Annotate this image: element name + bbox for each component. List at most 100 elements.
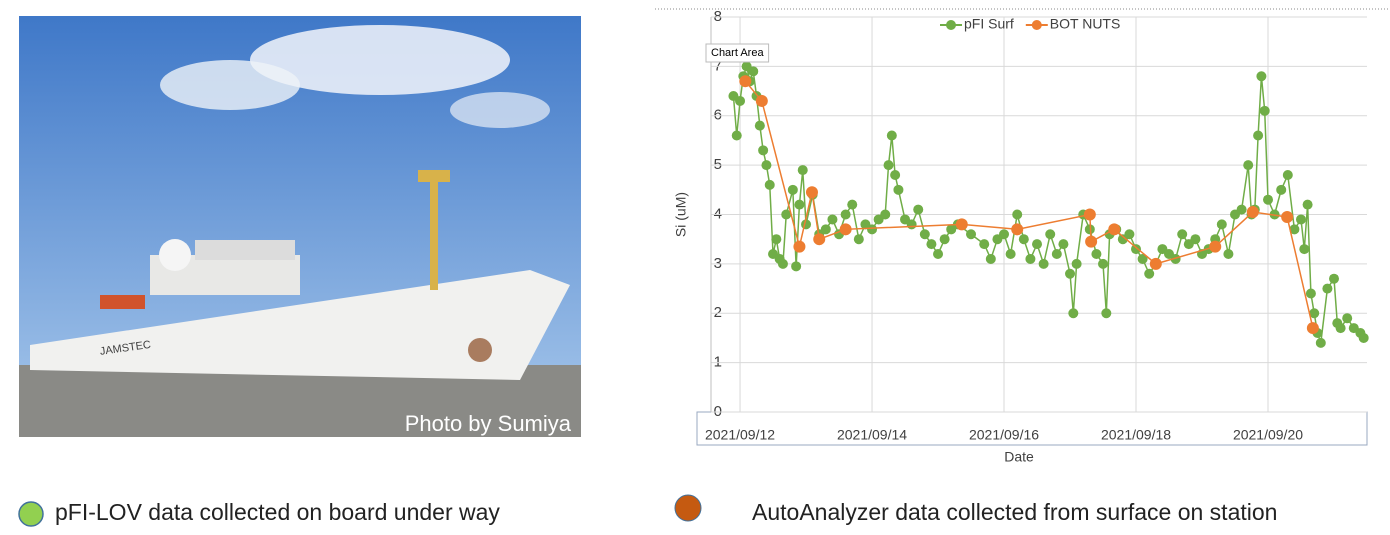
data-point bbox=[839, 223, 852, 236]
data-point bbox=[1065, 268, 1076, 279]
data-point bbox=[787, 184, 798, 195]
photo-caption: Photo by Sumiya bbox=[405, 411, 572, 436]
data-point bbox=[919, 229, 930, 240]
data-point bbox=[755, 94, 768, 107]
data-point bbox=[1259, 105, 1270, 116]
series-line bbox=[744, 80, 1314, 329]
data-point bbox=[979, 239, 990, 250]
data-point bbox=[1005, 249, 1016, 259]
data-point bbox=[764, 179, 775, 190]
data-point bbox=[966, 229, 977, 240]
data-point bbox=[1108, 223, 1121, 236]
footnote: pFI-LOV data collected on board under wa… bbox=[55, 499, 500, 525]
data-point bbox=[761, 160, 772, 171]
data-point bbox=[1131, 244, 1142, 255]
data-point bbox=[797, 165, 808, 176]
data-point bbox=[1177, 229, 1188, 240]
data-point bbox=[1329, 273, 1340, 284]
data-point bbox=[1098, 258, 1109, 269]
data-point bbox=[890, 170, 901, 180]
data-point bbox=[781, 209, 792, 220]
y-axis-label: Si (uM) bbox=[673, 192, 689, 237]
legend-marker bbox=[946, 20, 956, 30]
legend-label: pFI Surf bbox=[964, 16, 1014, 32]
data-point bbox=[933, 249, 944, 259]
data-point bbox=[883, 160, 894, 171]
data-point bbox=[1101, 308, 1112, 319]
data-point bbox=[1236, 204, 1247, 215]
data-point bbox=[1149, 257, 1162, 270]
data-point bbox=[1309, 308, 1320, 319]
data-point bbox=[827, 214, 838, 225]
y-tick-label: 7 bbox=[714, 57, 722, 74]
annotation-box bbox=[705, 43, 770, 63]
data-point bbox=[1051, 249, 1062, 259]
data-point bbox=[840, 209, 851, 220]
data-point bbox=[1315, 337, 1326, 348]
x-tick-label: 2021/09/20 bbox=[1233, 427, 1303, 443]
data-point bbox=[1083, 208, 1096, 221]
x-tick-label: 2021/09/12 bbox=[705, 427, 775, 443]
x-tick-label: 2021/09/16 bbox=[969, 427, 1039, 443]
data-point bbox=[1058, 239, 1069, 250]
data-point bbox=[985, 253, 996, 264]
data-point bbox=[939, 234, 950, 245]
y-tick-label: 2 bbox=[714, 304, 722, 321]
data-point bbox=[777, 258, 788, 269]
data-point bbox=[1091, 249, 1102, 259]
data-point bbox=[1190, 234, 1201, 245]
chart: 0 1 2 3 4 5 6 7 8 2021/09/12 2021/09/14 2021/09/16 2… bbox=[673, 8, 1369, 465]
y-tick-label: 8 bbox=[714, 8, 722, 25]
data-point bbox=[748, 66, 759, 77]
legend-label: BOT NUTS bbox=[1050, 16, 1121, 32]
data-point bbox=[1302, 199, 1313, 210]
data-point bbox=[1299, 244, 1310, 255]
footnotes: pFI-LOV data collected on board under wa… bbox=[18, 494, 1277, 527]
data-point bbox=[731, 130, 742, 141]
data-point bbox=[794, 199, 805, 210]
footnote: AutoAnalyzer data collected from surface… bbox=[752, 499, 1277, 525]
data-point bbox=[913, 204, 924, 215]
y-tick-label: 1 bbox=[714, 354, 722, 371]
x-tick-label: 2021/09/14 bbox=[837, 427, 907, 443]
data-point bbox=[1243, 160, 1254, 171]
data-point bbox=[754, 120, 765, 131]
y-tick-label: 6 bbox=[714, 107, 722, 124]
data-point bbox=[1246, 206, 1259, 219]
data-point bbox=[1263, 194, 1274, 205]
data-point bbox=[1085, 235, 1098, 248]
data-point bbox=[1358, 332, 1369, 343]
data-point bbox=[1282, 170, 1293, 180]
y-tick-label: 5 bbox=[714, 156, 722, 173]
data-point bbox=[853, 234, 864, 245]
data-point bbox=[955, 218, 968, 231]
data-point bbox=[1018, 234, 1029, 245]
data-point bbox=[1342, 313, 1353, 324]
data-point bbox=[1032, 239, 1043, 250]
data-point bbox=[1256, 71, 1267, 82]
data-point bbox=[805, 186, 818, 199]
annotation: Chart Area bbox=[711, 47, 764, 59]
photo: JAMSTEC Photo by Sumiya bbox=[19, 16, 581, 437]
y-tick-label: 0 bbox=[714, 403, 722, 420]
x-tick-label: 2021/09/18 bbox=[1101, 427, 1171, 443]
data-point bbox=[886, 130, 897, 141]
data-point bbox=[1253, 130, 1264, 141]
data-point bbox=[1335, 323, 1346, 334]
data-point bbox=[999, 229, 1010, 240]
data-point bbox=[867, 224, 878, 235]
data-point bbox=[1306, 322, 1319, 335]
data-point bbox=[739, 75, 752, 88]
data-point bbox=[1209, 240, 1222, 253]
data-point bbox=[735, 95, 746, 106]
series-line bbox=[732, 63, 1365, 344]
data-point bbox=[1223, 249, 1234, 259]
data-point bbox=[1216, 219, 1227, 230]
data-point bbox=[1276, 184, 1287, 195]
data-point bbox=[893, 184, 904, 195]
data-point bbox=[1281, 210, 1294, 223]
data-point bbox=[1289, 224, 1300, 235]
y-tick-label: 3 bbox=[714, 255, 722, 272]
data-point bbox=[791, 261, 802, 272]
